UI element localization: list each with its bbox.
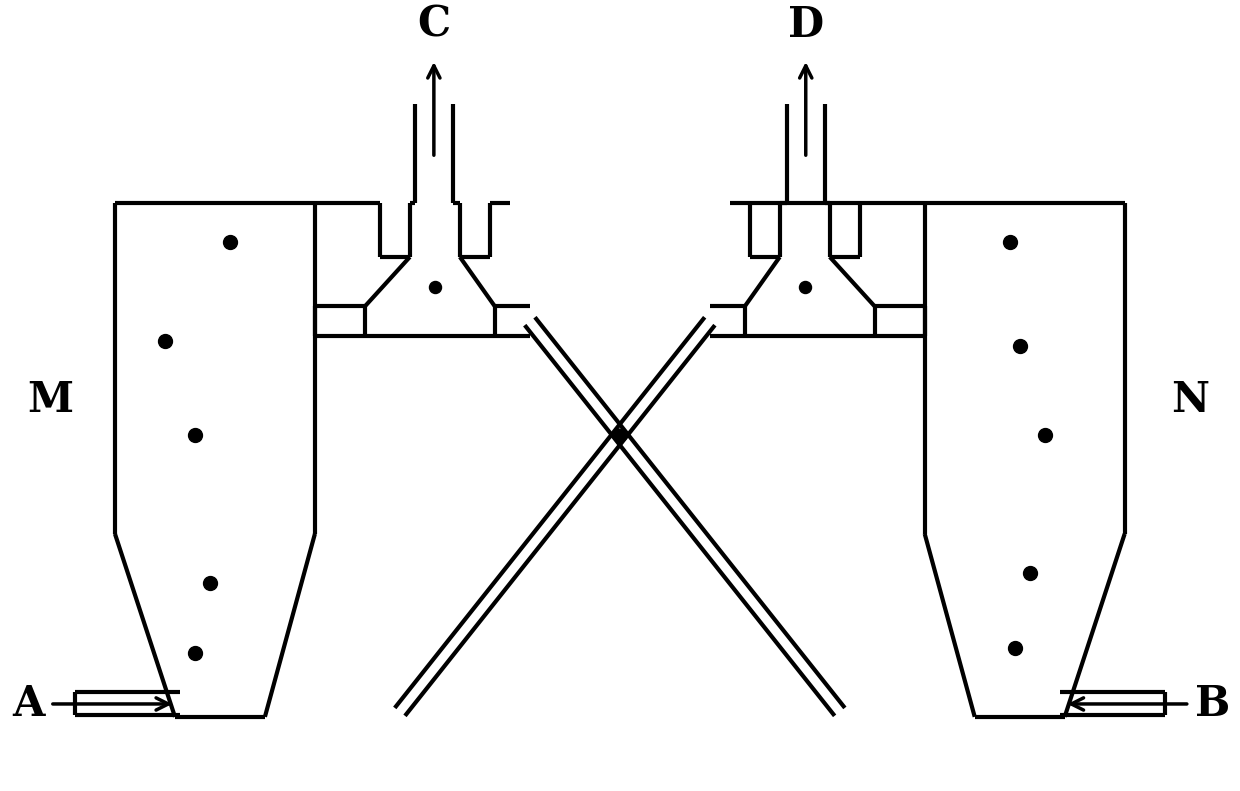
Point [200, 577, 219, 589]
Point [999, 236, 1019, 248]
Point [219, 236, 239, 248]
Point [610, 429, 630, 441]
Text: C: C [418, 3, 450, 46]
Text: D: D [787, 3, 823, 46]
Point [155, 335, 175, 347]
Point [1019, 567, 1039, 580]
Point [1004, 642, 1024, 654]
Point [185, 429, 205, 441]
Point [425, 280, 445, 293]
Text: N: N [1171, 380, 1209, 422]
Text: A: A [12, 683, 45, 725]
Point [1009, 339, 1029, 352]
Point [795, 280, 815, 293]
Point [185, 646, 205, 659]
Point [1034, 429, 1054, 441]
Text: B: B [1194, 683, 1230, 725]
Text: M: M [27, 380, 73, 422]
